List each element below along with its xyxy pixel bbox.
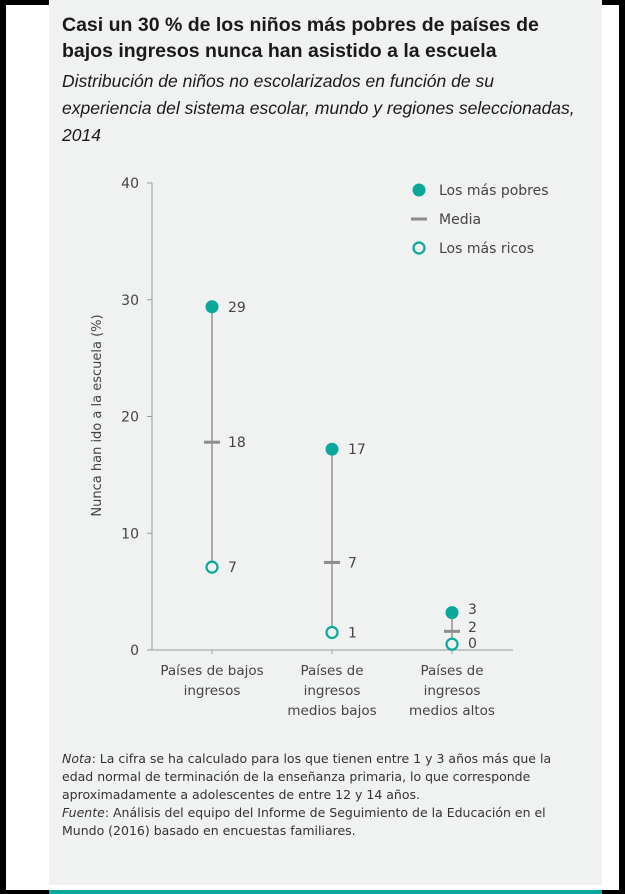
source-text: : Análisis del equipo del Informe de Seg… [62,805,546,838]
chart-subtitle: Distribución de niños no escolarizados e… [62,71,575,145]
x-tick-label: ingresos [184,683,241,699]
x-tick-label: medios altos [409,703,495,719]
mean-label: 18 [228,435,246,451]
poorest-point [325,442,339,456]
y-tick-label: 30 [121,293,139,309]
rich-point [325,625,339,640]
x-tick-label: ingresos [424,683,481,699]
source-label: Fuente [62,805,105,820]
card-bottom-rule [49,890,602,894]
poorest-point [445,606,459,620]
legend-poorest-label: Los más pobres [439,183,549,199]
legend-rich-marker [412,241,426,255]
poorest-label: 29 [228,300,246,316]
figure-notes: Nota: La cifra se ha calculado para los … [62,750,582,840]
y-tick-label: 10 [121,526,139,542]
legend-mean-label: Media [439,212,481,228]
rich-label: 0 [468,636,477,652]
x-tick-label: Países de bajos [160,663,263,679]
note: Nota: La cifra se ha calculado para los … [62,750,582,804]
rich-label: 1 [348,625,357,641]
x-tick-label: ingresos [304,683,361,699]
mean-label: 7 [348,555,357,571]
x-tick-label: Países de [420,663,483,679]
rich-label: 7 [228,560,237,576]
y-axis-title: Nunca han ido a la escuela (%) [90,314,105,516]
source: Fuente: Análisis del equipo del Informe … [62,804,582,840]
legend-poorest-marker [412,183,426,197]
legend-rich-label: Los más ricos [439,241,534,257]
note-label: Nota [62,751,92,766]
mean-label: 2 [468,620,477,636]
y-tick-label: 20 [121,410,139,426]
x-tick-label: Países de [300,663,363,679]
poorest-point [205,300,219,314]
poorest-label: 17 [348,442,366,458]
figure-card [49,0,602,885]
chart-title: Casi un 30 % de los niños más pobres de … [62,14,539,62]
x-tick-label: medios bajos [287,703,376,719]
y-tick-label: 40 [121,176,139,192]
poorest-label: 3 [468,602,477,618]
y-tick-label: 0 [130,643,139,659]
rich-point [205,560,219,574]
note-text: : La cifra se ha calculado para los que … [62,751,552,802]
rich-point [445,637,459,651]
